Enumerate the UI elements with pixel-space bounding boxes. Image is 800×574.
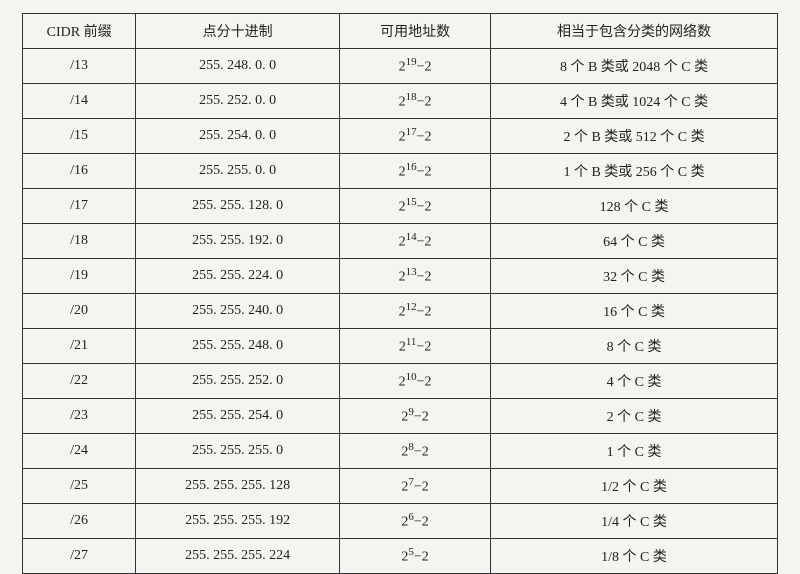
cell-dotted: 255. 254. 0. 0 — [136, 119, 340, 154]
cell-equiv: 1/4 个 C 类 — [491, 504, 778, 539]
cell-prefix: /25 — [23, 469, 136, 504]
cell-usable: 27−2 — [340, 469, 491, 504]
header-dotted: 点分十进制 — [136, 14, 340, 49]
cell-prefix: /13 — [23, 49, 136, 84]
table-row: /24255. 255. 255. 028−21 个 C 类 — [23, 434, 778, 469]
cell-equiv: 2 个 B 类或 512 个 C 类 — [491, 119, 778, 154]
cidr-table: CIDR 前缀 点分十进制 可用地址数 相当于包含分类的网络数 /13255. … — [22, 13, 778, 574]
cell-equiv: 128 个 C 类 — [491, 189, 778, 224]
cell-usable: 212−2 — [340, 294, 491, 329]
table-row: /15255. 254. 0. 0217−22 个 B 类或 512 个 C 类 — [23, 119, 778, 154]
table-row: /18255. 255. 192. 0214−264 个 C 类 — [23, 224, 778, 259]
cell-equiv: 64 个 C 类 — [491, 224, 778, 259]
table-row: /22255. 255. 252. 0210−24 个 C 类 — [23, 364, 778, 399]
cell-prefix: /16 — [23, 154, 136, 189]
cell-prefix: /21 — [23, 329, 136, 364]
table-row: /16255. 255. 0. 0216−21 个 B 类或 256 个 C 类 — [23, 154, 778, 189]
cell-dotted: 255. 255. 255. 192 — [136, 504, 340, 539]
cell-prefix: /27 — [23, 539, 136, 574]
table-header-row: CIDR 前缀 点分十进制 可用地址数 相当于包含分类的网络数 — [23, 14, 778, 49]
cell-equiv: 1 个 B 类或 256 个 C 类 — [491, 154, 778, 189]
header-equiv: 相当于包含分类的网络数 — [491, 14, 778, 49]
table-row: /23255. 255. 254. 029−22 个 C 类 — [23, 399, 778, 434]
cell-prefix: /18 — [23, 224, 136, 259]
cell-equiv: 1/8 个 C 类 — [491, 539, 778, 574]
cell-equiv: 1/2 个 C 类 — [491, 469, 778, 504]
table-row: /27255. 255. 255. 22425−21/8 个 C 类 — [23, 539, 778, 574]
cell-equiv: 8 个 B 类或 2048 个 C 类 — [491, 49, 778, 84]
header-usable: 可用地址数 — [340, 14, 491, 49]
cell-usable: 28−2 — [340, 434, 491, 469]
cell-dotted: 255. 255. 255. 224 — [136, 539, 340, 574]
cell-dotted: 255. 255. 252. 0 — [136, 364, 340, 399]
cell-prefix: /19 — [23, 259, 136, 294]
cell-prefix: /17 — [23, 189, 136, 224]
table-row: /17255. 255. 128. 0215−2128 个 C 类 — [23, 189, 778, 224]
cell-usable: 215−2 — [340, 189, 491, 224]
cell-dotted: 255. 255. 224. 0 — [136, 259, 340, 294]
cell-usable: 26−2 — [340, 504, 491, 539]
cell-prefix: /14 — [23, 84, 136, 119]
cell-dotted: 255. 255. 240. 0 — [136, 294, 340, 329]
cell-equiv: 8 个 C 类 — [491, 329, 778, 364]
cell-dotted: 255. 255. 128. 0 — [136, 189, 340, 224]
cell-usable: 25−2 — [340, 539, 491, 574]
cell-usable: 219−2 — [340, 49, 491, 84]
cell-dotted: 255. 248. 0. 0 — [136, 49, 340, 84]
table-row: /14255. 252. 0. 0218−24 个 B 类或 1024 个 C … — [23, 84, 778, 119]
cell-usable: 213−2 — [340, 259, 491, 294]
cell-usable: 29−2 — [340, 399, 491, 434]
header-prefix: CIDR 前缀 — [23, 14, 136, 49]
table-row: /25255. 255. 255. 12827−21/2 个 C 类 — [23, 469, 778, 504]
cell-equiv: 2 个 C 类 — [491, 399, 778, 434]
table-row: /20255. 255. 240. 0212−216 个 C 类 — [23, 294, 778, 329]
cell-prefix: /20 — [23, 294, 136, 329]
cell-equiv: 4 个 C 类 — [491, 364, 778, 399]
cell-dotted: 255. 255. 255. 0 — [136, 434, 340, 469]
cell-prefix: /22 — [23, 364, 136, 399]
cell-usable: 218−2 — [340, 84, 491, 119]
cell-prefix: /24 — [23, 434, 136, 469]
cell-equiv: 1 个 C 类 — [491, 434, 778, 469]
cell-dotted: 255. 255. 255. 128 — [136, 469, 340, 504]
cell-equiv: 4 个 B 类或 1024 个 C 类 — [491, 84, 778, 119]
cell-dotted: 255. 252. 0. 0 — [136, 84, 340, 119]
cell-usable: 216−2 — [340, 154, 491, 189]
cell-dotted: 255. 255. 0. 0 — [136, 154, 340, 189]
cell-usable: 211−2 — [340, 329, 491, 364]
cell-usable: 210−2 — [340, 364, 491, 399]
table-row: /19255. 255. 224. 0213−232 个 C 类 — [23, 259, 778, 294]
cell-prefix: /15 — [23, 119, 136, 154]
table-row: /13255. 248. 0. 0219−28 个 B 类或 2048 个 C … — [23, 49, 778, 84]
cell-usable: 217−2 — [340, 119, 491, 154]
cell-dotted: 255. 255. 248. 0 — [136, 329, 340, 364]
cell-usable: 214−2 — [340, 224, 491, 259]
cell-equiv: 32 个 C 类 — [491, 259, 778, 294]
table-body: /13255. 248. 0. 0219−28 个 B 类或 2048 个 C … — [23, 49, 778, 574]
cell-prefix: /26 — [23, 504, 136, 539]
cell-dotted: 255. 255. 254. 0 — [136, 399, 340, 434]
cell-equiv: 16 个 C 类 — [491, 294, 778, 329]
table-row: /21255. 255. 248. 0211−28 个 C 类 — [23, 329, 778, 364]
cell-dotted: 255. 255. 192. 0 — [136, 224, 340, 259]
table-row: /26255. 255. 255. 19226−21/4 个 C 类 — [23, 504, 778, 539]
cell-prefix: /23 — [23, 399, 136, 434]
